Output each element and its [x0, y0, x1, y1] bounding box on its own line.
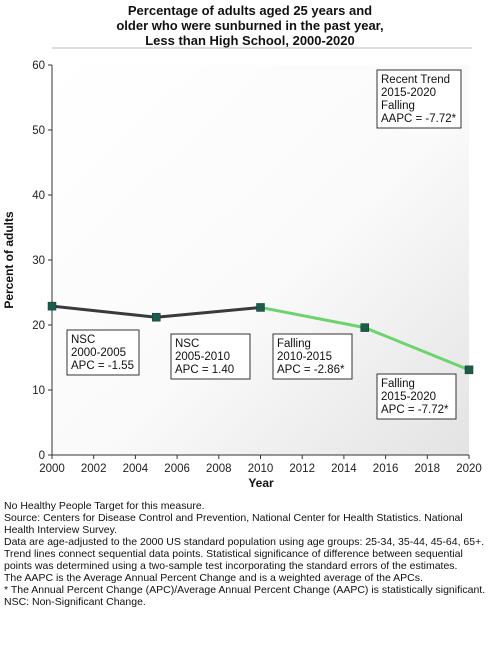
x-axis-label: Year — [248, 476, 274, 490]
chart-title-line: older who were sunburned in the past yea… — [116, 18, 383, 33]
chart-title: Percentage of adults aged 25 years andol… — [116, 3, 383, 48]
y-tick-label: 0 — [39, 450, 45, 462]
chart-title-line: Less than High School, 2000-2020 — [145, 33, 355, 48]
y-tick-label: 20 — [32, 320, 45, 332]
footnote-age-adjusted: Data are age-adjusted to the 2000 US sta… — [4, 536, 485, 548]
x-tick-label: 2008 — [206, 463, 232, 475]
trend-segment — [154, 305, 262, 319]
footnote-source: Source: Centers for Disease Control and … — [4, 512, 463, 536]
y-tick-label: 50 — [32, 125, 45, 137]
data-point — [360, 323, 369, 332]
x-axis: 2000 2002 2004 2006 2008 2010 2012 2014 2016 2018… — [39, 455, 482, 475]
y-tick-label: 30 — [32, 255, 45, 267]
annotation-line: 2015-2020 — [381, 87, 436, 99]
y-tick-label: 60 — [32, 60, 45, 72]
annotation-line: NSC — [71, 334, 95, 346]
chart-title-line: Percentage of adults aged 25 years and — [128, 3, 372, 18]
annotation-line: NSC — [175, 338, 199, 350]
data-point — [47, 301, 57, 311]
x-tick-label: 2006 — [164, 463, 190, 475]
data-point — [152, 312, 161, 322]
annotation-line: Falling — [381, 378, 415, 390]
x-tick-label: 2020 — [456, 463, 482, 475]
annotation-line: APC = -1.55 — [71, 360, 134, 372]
data-point — [464, 365, 474, 375]
y-tick-label: 40 — [32, 190, 45, 202]
footnote-trend-lines: Trend lines connect sequential data poin… — [4, 548, 463, 572]
annotation-frame — [376, 69, 462, 129]
y-axis-label: Percent of adults — [2, 211, 16, 309]
annotation-line: 2015-2020 — [381, 391, 436, 403]
annotation-line: AAPC = -7.72* — [381, 113, 457, 125]
x-tick-label: 2004 — [123, 463, 149, 475]
footnote-aapc: The AAPC is the Average Annual Percent C… — [4, 572, 423, 584]
x-tick-label: 2018 — [415, 463, 441, 475]
y-tick-label: 10 — [32, 385, 45, 397]
x-tick-label: 2012 — [289, 463, 315, 475]
trend-segment — [50, 304, 158, 319]
annotation-line: APC = 1.40 — [175, 364, 234, 376]
annotation-frame — [170, 333, 251, 380]
trend-lines — [50, 304, 471, 372]
footnote-target: No Healthy People Target for this measur… — [4, 500, 205, 512]
trend-segment — [363, 326, 471, 372]
x-tick-label: 2014 — [331, 463, 357, 475]
data-point — [256, 303, 265, 312]
annotation-line: Falling — [277, 338, 311, 350]
line-chart: Percentage of adults aged 25 years andol… — [2, 3, 482, 490]
annotation-frame — [272, 333, 353, 380]
x-tick-label: 2016 — [373, 463, 399, 475]
trend-segment — [259, 305, 367, 330]
footnote-significance: * The Annual Percent Change (APC)/Averag… — [4, 584, 486, 596]
annotation-line: Recent Trend — [381, 74, 450, 86]
x-tick-label: 2000 — [39, 463, 65, 475]
annotation-line: 2000-2005 — [71, 347, 126, 359]
y-axis: 0 10 20 30 40 50 60 — [32, 60, 52, 462]
annotation-line: Falling — [381, 100, 415, 112]
footnote-nsc: NSC: Non-Significant Change. — [4, 596, 146, 608]
annotation-line: 2005-2010 — [175, 351, 230, 363]
x-tick-label: 2002 — [81, 463, 107, 475]
annotation-frame — [376, 373, 457, 420]
annotation-frame — [66, 329, 140, 376]
annotation-line: APC = -2.86* — [277, 364, 345, 376]
footnotes: No Healthy People Target for this measur… — [4, 500, 490, 608]
annotation-line: APC = -7.72* — [381, 404, 449, 416]
data-points — [47, 301, 474, 375]
x-tick-label: 2010 — [248, 463, 274, 475]
annotation-line: 2010-2015 — [277, 351, 332, 363]
